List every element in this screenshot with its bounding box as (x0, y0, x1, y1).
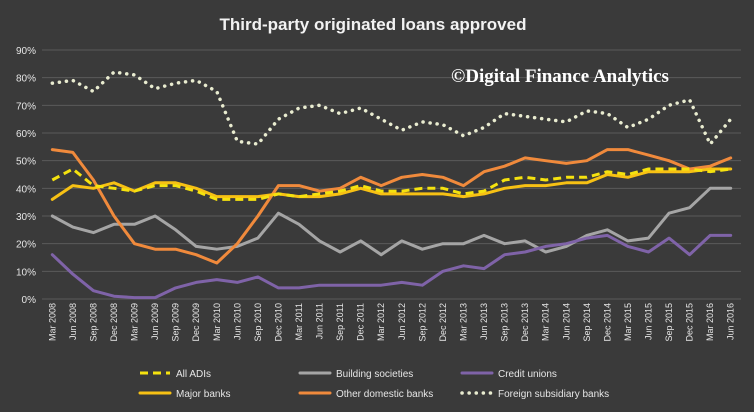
x-tick-label: Dec 2010 (273, 303, 283, 342)
x-tick-label: Mar 2009 (130, 303, 140, 341)
legend-label: Foreign subsidiary banks (498, 389, 609, 400)
series-line-building-societies (50, 186, 733, 257)
y-tick-label: 80% (16, 74, 36, 85)
x-tick-label: Jun 2013 (479, 303, 489, 340)
gridlines (42, 49, 741, 300)
legend-label: All ADIs (176, 369, 211, 380)
x-tick-label: Jun 2011 (315, 303, 325, 339)
x-tick-label: Dec 2015 (685, 303, 695, 342)
x-tick-label: Dec 2009 (191, 303, 201, 342)
x-axis-ticks: Mar 2008 Jun 2008 Sep 2008 Dec 2008 Mar 2009… (47, 303, 735, 342)
x-tick-label: Sep 2010 (253, 303, 263, 342)
y-axis-ticks: 0% 10% 20% 30% 40% 50% 60% 70% 80% 90% (16, 46, 36, 306)
x-tick-label: Mar 2014 (541, 303, 551, 341)
x-tick-label: Dec 2008 (109, 303, 119, 342)
series-line-other-domestic-banks (50, 148, 733, 265)
x-tick-label: Jun 2010 (232, 303, 242, 340)
y-tick-label: 30% (16, 212, 36, 223)
chart-title: Third-party originated loans approved (220, 15, 527, 34)
series-line-credit-unions (50, 233, 733, 300)
legend-label: Building societies (336, 369, 413, 380)
x-tick-label: Mar 2011 (294, 303, 304, 340)
x-tick-label: Mar 2016 (705, 303, 715, 341)
x-tick-label: Jun 2015 (643, 303, 653, 340)
y-tick-label: 70% (16, 101, 36, 112)
x-tick-label: Dec 2012 (438, 303, 448, 342)
x-tick-label: Dec 2011 (356, 303, 366, 341)
x-tick-label: Sep 2015 (664, 303, 674, 342)
series-line-major-banks (50, 167, 733, 201)
x-tick-label: Mar 2015 (623, 303, 633, 341)
x-tick-label: Dec 2014 (602, 303, 612, 342)
watermark-text: ©Digital Finance Analytics (451, 66, 669, 87)
x-tick-label: Mar 2008 (47, 303, 57, 341)
y-tick-label: 50% (16, 157, 36, 168)
y-tick-label: 60% (16, 129, 36, 140)
y-tick-label: 0% (22, 295, 37, 306)
legend-label: Major banks (176, 389, 230, 400)
x-tick-label: Jun 2014 (561, 303, 571, 340)
x-tick-label: Jun 2008 (68, 303, 78, 340)
x-tick-label: Mar 2013 (458, 303, 468, 341)
x-tick-label: Dec 2013 (520, 303, 530, 342)
x-tick-label: Jun 2016 (726, 303, 736, 340)
series-line-all-adis (51, 167, 731, 201)
x-tick-label: Sep 2008 (88, 303, 98, 342)
series-lines (50, 70, 733, 300)
x-tick-label: Sep 2011 (335, 303, 345, 341)
x-tick-label: Sep 2009 (171, 303, 181, 342)
x-tick-label: Sep 2014 (582, 303, 592, 342)
legend-label: Credit unions (498, 369, 557, 380)
legend: All ADIs Building societies Credit unions M… (138, 369, 609, 400)
legend-label: Other domestic banks (336, 389, 433, 400)
x-tick-label: Mar 2010 (212, 303, 222, 341)
series-line-foreign-subsidiary-banks (50, 70, 733, 146)
x-tick-label: Jun 2012 (397, 303, 407, 340)
x-tick-label: Jun 2009 (150, 303, 160, 340)
y-tick-label: 10% (16, 267, 36, 278)
x-tick-label: Sep 2012 (417, 303, 427, 342)
y-tick-label: 40% (16, 184, 36, 195)
x-tick-label: Mar 2012 (376, 303, 386, 341)
y-tick-label: 20% (16, 240, 36, 251)
y-tick-label: 90% (16, 46, 36, 57)
x-tick-label: Sep 2013 (500, 303, 510, 342)
